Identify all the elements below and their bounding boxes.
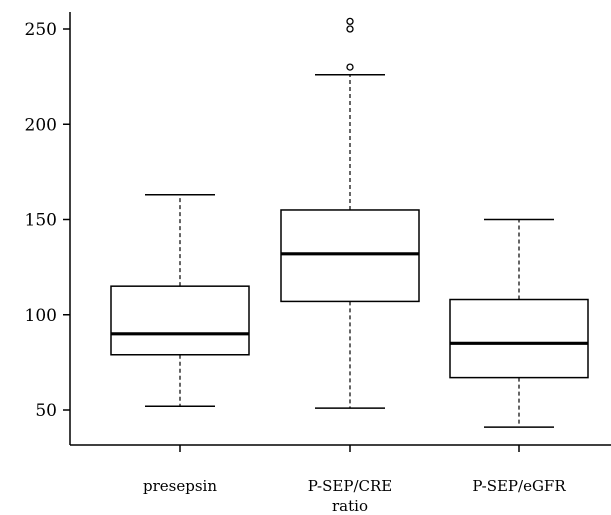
x-category-label: P-SEP/eGFR	[472, 477, 566, 495]
y-tick-label: 250	[25, 20, 57, 40]
box-3	[449, 218, 589, 452]
axes	[69, 12, 611, 446]
y-tick-label: 200	[25, 115, 57, 135]
outlier-point	[346, 17, 354, 26]
iqr-box	[110, 285, 250, 356]
iqr-box	[449, 298, 589, 379]
iqr-box	[280, 209, 420, 303]
outlier-point	[346, 63, 354, 71]
x-category-label: ratio	[332, 497, 368, 515]
outlier-point	[346, 25, 354, 33]
y-ticks: 50 100 150 200 250	[25, 20, 70, 421]
y-tick-label: 50	[35, 401, 57, 421]
box-2	[280, 17, 420, 452]
x-category-label: presepsin	[143, 477, 217, 495]
box-1	[110, 193, 250, 452]
boxes	[110, 17, 589, 452]
y-tick-label: 100	[25, 306, 57, 326]
y-tick-label: 150	[25, 211, 57, 231]
x-tick-labels: presepsin P-SEP/CRE ratio P-SEP/eGFR	[143, 477, 566, 515]
x-category-label: P-SEP/CRE	[308, 477, 392, 495]
